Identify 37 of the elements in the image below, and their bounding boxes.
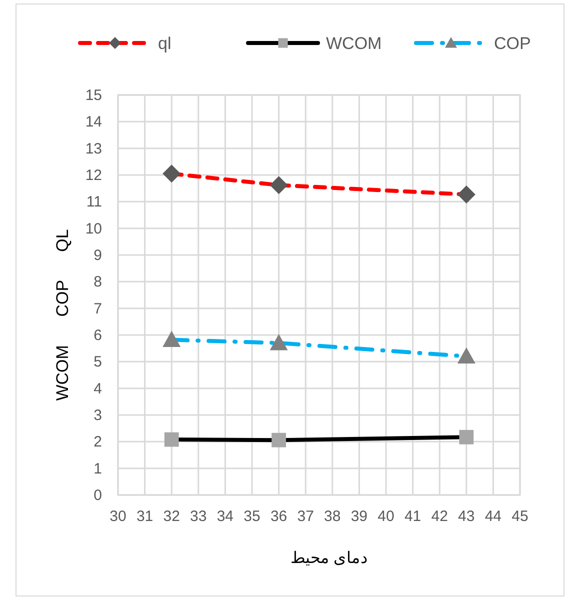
- y-tick-label: 5: [94, 354, 102, 371]
- legend-label: COP: [494, 34, 531, 53]
- legend-label: WCOM: [326, 34, 382, 53]
- y-tick-label: 14: [85, 114, 102, 131]
- y-tick-label: 4: [94, 380, 102, 398]
- y-tick-label: 3: [94, 407, 102, 424]
- y-tick-label: 7: [94, 300, 102, 318]
- legend-label: ql: [158, 34, 172, 53]
- y-tick-label: 15: [85, 87, 102, 104]
- y-tick-label: 6: [94, 327, 102, 344]
- x-tick-label: 31: [136, 508, 154, 525]
- x-tick-label: 34: [216, 508, 234, 525]
- y-tick-label: 0: [94, 487, 102, 504]
- x-tick-label: 36: [270, 508, 288, 525]
- x-tick-label: 44: [484, 508, 502, 525]
- y-axis-title: WCOM COP QL: [53, 229, 72, 401]
- x-tick-label: 39: [350, 508, 368, 525]
- y-tick-label: 2: [94, 434, 102, 451]
- x-tick-label: 43: [458, 508, 475, 525]
- x-tick-label: 42: [431, 508, 448, 525]
- y-tick-label: 10: [85, 220, 102, 238]
- x-tick-label: 41: [404, 508, 422, 525]
- y-tick-label: 11: [86, 194, 102, 211]
- x-tick-label: 35: [244, 508, 260, 525]
- y-tick-label: 13: [85, 140, 102, 158]
- x-tick-label: 38: [324, 508, 341, 525]
- x-tick-label: 32: [163, 508, 180, 525]
- x-tick-label: 30: [110, 508, 126, 525]
- x-tick-label: 37: [297, 508, 314, 525]
- x-axis-title: دمای محیط: [290, 550, 368, 567]
- y-tick-label: 12: [85, 167, 102, 184]
- y-tick-label: 9: [94, 247, 102, 264]
- y-tick-label: 8: [94, 274, 102, 291]
- x-tick-label: 33: [190, 508, 207, 525]
- x-tick-label: 40: [378, 508, 394, 525]
- x-tick-label: 45: [512, 508, 528, 525]
- y-tick-label: 1: [94, 460, 102, 478]
